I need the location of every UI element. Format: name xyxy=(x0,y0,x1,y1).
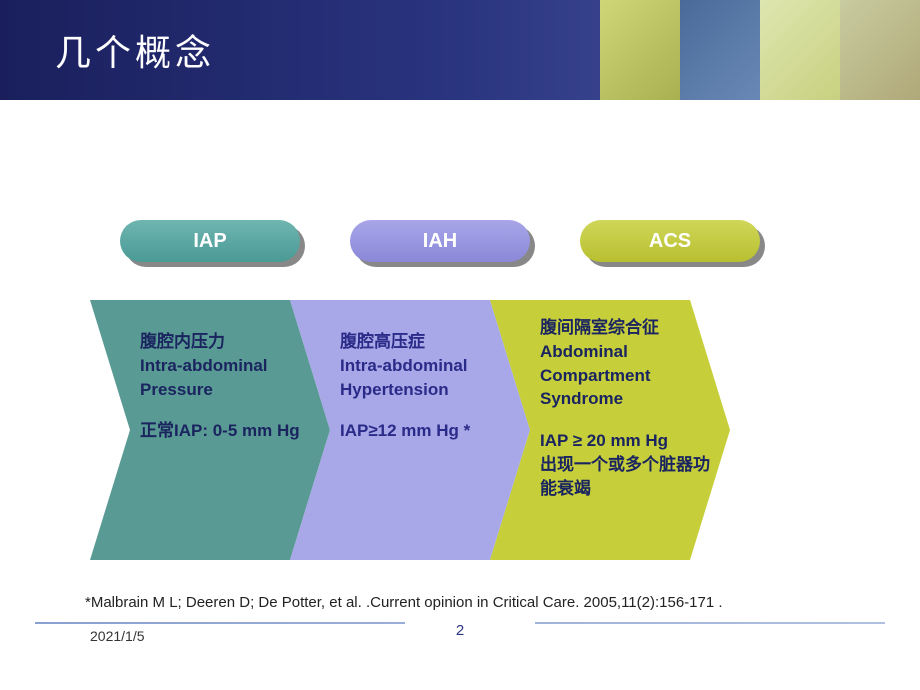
chevron-detail: 正常IAP: 0-5 mm Hg xyxy=(140,419,315,443)
chevron-cn-title: 腹腔高压症 xyxy=(340,330,515,354)
pills-row: IAP IAH ACS xyxy=(120,220,760,262)
pill-label: IAP xyxy=(193,230,226,253)
chevron-detail: IAP ≥ 20 mm Hg xyxy=(540,429,715,453)
pill-label: ACS xyxy=(649,230,691,253)
chevron-en-title: Intra-abdominal Hypertension xyxy=(340,354,515,402)
chevron-cn-title: 腹腔内压力 xyxy=(140,330,315,354)
chevron-acs: 腹间隔室综合征 Abdominal Compartment Syndrome I… xyxy=(490,300,730,560)
chevrons-row: 腹腔内压力 Intra-abdominal Pressure 正常IAP: 0-… xyxy=(90,300,730,560)
chevron-cn-title: 腹间隔室综合征 xyxy=(540,316,715,340)
pill-acs: ACS xyxy=(580,220,760,262)
header-decoration xyxy=(600,0,920,100)
pill-label: IAH xyxy=(423,230,457,253)
chevron-en-title: Intra-abdominal Pressure xyxy=(140,354,315,402)
chevron-en-title: Abdominal Compartment Syndrome xyxy=(540,340,715,411)
slide-title: 几个概念 xyxy=(55,24,215,76)
footnote: *Malbrain M L; Deeren D; De Potter, et a… xyxy=(85,594,723,611)
pill-iap: IAP xyxy=(120,220,300,262)
chevron-detail: IAP≥12 mm Hg * xyxy=(340,419,515,443)
page-number: 2 xyxy=(0,622,920,639)
chevron-detail2: 出现一个或多个脏器功能衰竭 xyxy=(540,453,715,501)
pill-iah: IAH xyxy=(350,220,530,262)
header-bar: 几个概念 xyxy=(0,0,920,100)
